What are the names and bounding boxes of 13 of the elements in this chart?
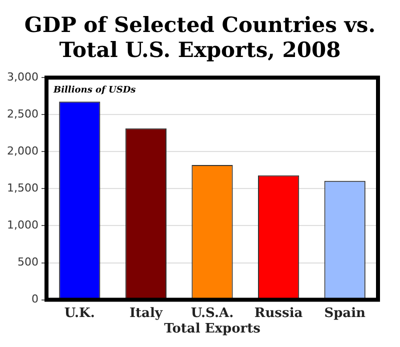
x-tick-label: Italy xyxy=(129,306,163,321)
y-tick-label: 1,500 xyxy=(6,182,38,195)
y-tick-label: 2,500 xyxy=(6,107,38,120)
y-tick-label: 3,000 xyxy=(6,70,38,84)
y-tick-label: 2,000 xyxy=(6,144,38,158)
x-tick-label: U.K. xyxy=(64,306,95,321)
y-tick-label: 500 xyxy=(17,256,38,269)
y-tick-label: 0 xyxy=(31,292,38,306)
x-tick-label: Spain xyxy=(324,306,366,321)
annotation: Billions of USDs xyxy=(52,85,136,96)
y-tick-label: 1,000 xyxy=(6,218,38,232)
x-tick-label: Russia xyxy=(254,306,304,321)
chart-title: GDP of Selected Countries vs. Total U.S. Exports, 2008 xyxy=(23,12,377,64)
